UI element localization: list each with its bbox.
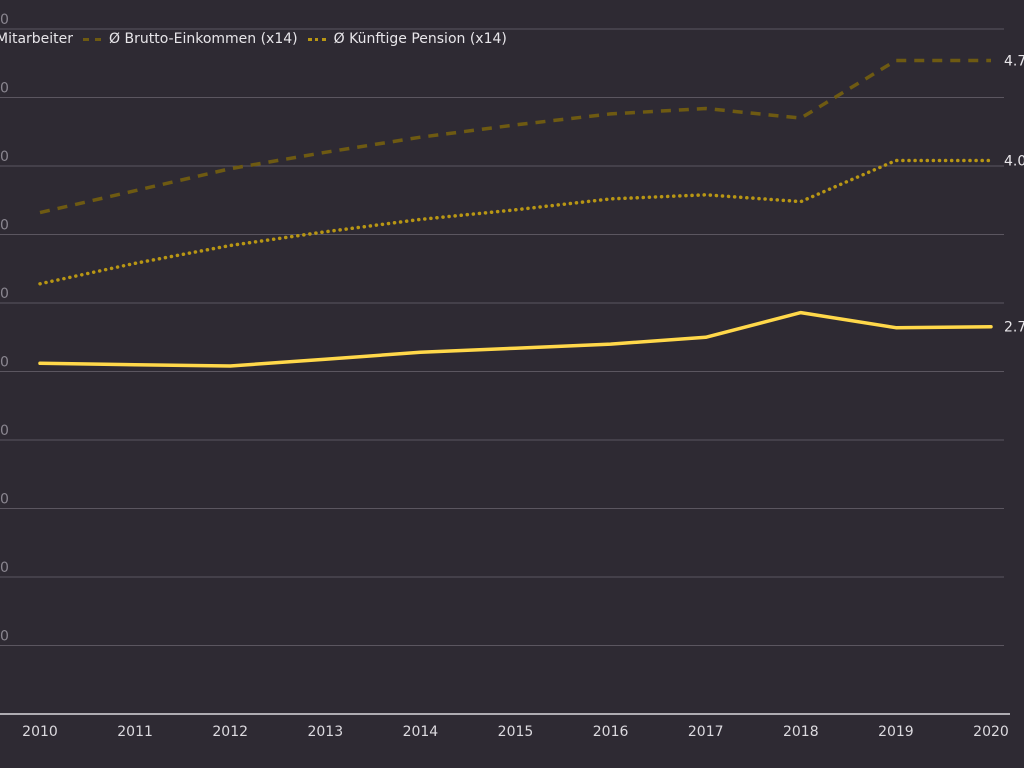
x-tick-label: 2010 (22, 724, 58, 740)
data-point[interactable] (609, 112, 613, 116)
x-tick-label: 2011 (117, 724, 153, 740)
y-tick-layer: 0 0 0 0 0 0 0 0 0 0 (0, 12, 9, 645)
x-tick-label: 2020 (973, 724, 1009, 740)
data-point[interactable] (894, 326, 898, 330)
x-tick-label: 2019 (878, 724, 914, 740)
data-point[interactable] (38, 211, 42, 215)
data-point[interactable] (38, 282, 42, 286)
data-point[interactable] (894, 159, 898, 163)
y-tick-label: 0 (0, 629, 9, 645)
data-point[interactable] (323, 150, 327, 154)
y-tick-label: 0 (0, 423, 9, 439)
legend-label: Ø Künftige Pension (x14) (333, 31, 507, 47)
data-point[interactable] (514, 346, 518, 350)
y-tick-label: 0 (0, 81, 9, 97)
x-tick-label: 2018 (783, 724, 819, 740)
legend-label: Mitarbeiter (0, 31, 74, 47)
data-point[interactable] (989, 325, 993, 329)
end-label-layer: 2.7 4.7 4.0 (1004, 54, 1024, 336)
y-tick-label: 0 (0, 355, 9, 371)
y-tick-label: 0 (0, 492, 9, 508)
end-value-label: 2.7 (1004, 320, 1024, 336)
series-line--k-nftige-pension-x14-[interactable] (38, 158, 993, 286)
data-point[interactable] (704, 106, 708, 110)
grid-layer (0, 28, 1004, 646)
legend: Mitarbeiter Ø Brutto-Einkommen (x14) Ø K… (0, 28, 507, 50)
data-point[interactable] (894, 59, 898, 63)
data-point[interactable] (228, 167, 232, 171)
data-point[interactable] (418, 135, 422, 139)
data-point[interactable] (133, 261, 137, 265)
data-point[interactable] (514, 123, 518, 127)
x-tick-layer: 2010 2011 2012 2013 2014 2015 2016 2017 2018 2019… (22, 724, 1009, 740)
data-point[interactable] (704, 335, 708, 339)
x-tick-label: 2013 (307, 724, 343, 740)
legend-item-mitarbeiter[interactable]: Mitarbeiter (0, 31, 73, 47)
legend-item-pension[interactable]: Ø Künftige Pension (x14) (307, 31, 507, 47)
data-point[interactable] (989, 159, 993, 163)
data-point[interactable] (609, 197, 613, 201)
data-point[interactable] (799, 311, 803, 315)
legend-item-brutto[interactable]: Ø Brutto-Einkommen (x14) (83, 31, 298, 47)
x-tick-label: 2015 (498, 724, 534, 740)
series-line--brutto-einkommen-x14-[interactable] (39, 58, 991, 215)
y-tick-label: 0 (0, 286, 9, 302)
y-tick-label: 0 (0, 149, 9, 165)
data-point[interactable] (228, 243, 232, 247)
data-point[interactable] (38, 361, 42, 365)
series-layer (38, 58, 993, 368)
data-point[interactable] (989, 59, 993, 63)
data-point[interactable] (609, 342, 613, 346)
y-tick-label: 0 (0, 560, 9, 576)
dotted-line-icon (307, 37, 326, 41)
legend-label: Ø Brutto-Einkommen (x14) (109, 31, 298, 47)
dashed-line-icon (83, 37, 102, 41)
data-point[interactable] (514, 208, 518, 212)
y-tick-label: 0 (0, 12, 9, 28)
end-value-label: 4.7 (1004, 54, 1024, 70)
y-tick-label: 0 (0, 218, 9, 234)
data-point[interactable] (704, 193, 708, 197)
data-point[interactable] (323, 230, 327, 234)
x-tick-label: 2017 (688, 724, 724, 740)
data-point[interactable] (799, 116, 803, 120)
x-tick-label: 2012 (212, 724, 248, 740)
data-point[interactable] (418, 350, 422, 354)
data-point[interactable] (133, 189, 137, 193)
data-point[interactable] (323, 357, 327, 361)
x-tick-label: 2014 (403, 724, 439, 740)
series-line-mitarbeiter[interactable] (38, 310, 993, 368)
data-point[interactable] (228, 364, 232, 368)
x-tick-label: 2016 (593, 724, 629, 740)
end-value-label: 4.0 (1004, 154, 1024, 170)
data-point[interactable] (133, 363, 137, 367)
data-point[interactable] (799, 200, 803, 204)
data-point[interactable] (418, 217, 422, 221)
